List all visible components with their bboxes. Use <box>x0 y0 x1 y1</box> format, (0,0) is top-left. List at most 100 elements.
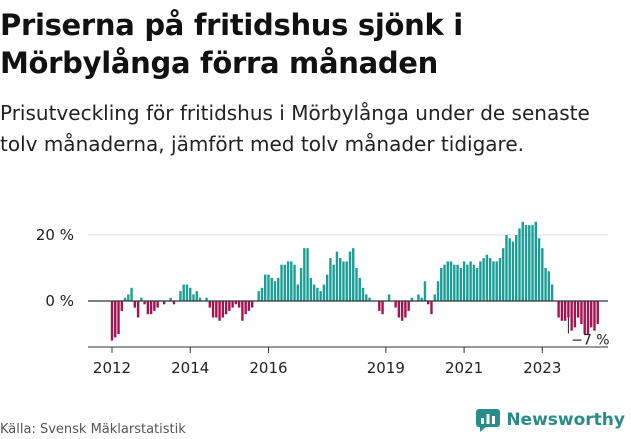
bar <box>162 301 166 305</box>
bar <box>547 271 551 301</box>
bar <box>358 277 361 301</box>
bar <box>189 287 192 301</box>
bar <box>557 301 560 318</box>
x-tick-label: 2023 <box>523 359 561 377</box>
bar <box>436 281 440 301</box>
bar <box>502 248 505 301</box>
bar <box>443 264 446 301</box>
bar <box>299 268 303 301</box>
newsworthy-logo: Newsworthy <box>475 408 625 432</box>
bar <box>361 287 365 301</box>
bar <box>404 301 407 318</box>
bar <box>475 268 479 301</box>
x-tick-label: 2016 <box>249 359 287 377</box>
bar <box>286 261 290 301</box>
bar <box>466 264 469 301</box>
bar <box>515 235 518 301</box>
bar <box>335 251 339 301</box>
bar <box>355 268 358 301</box>
bar <box>146 301 150 315</box>
bar <box>352 248 355 301</box>
bar <box>127 294 130 301</box>
bar <box>185 284 189 301</box>
bar <box>505 235 508 301</box>
bar <box>211 301 215 318</box>
bar <box>332 264 335 301</box>
bar <box>136 301 140 318</box>
bar <box>459 268 463 301</box>
bar <box>260 287 264 301</box>
bar <box>479 261 482 301</box>
bar <box>488 258 492 301</box>
bar <box>325 274 329 301</box>
bar <box>303 248 306 301</box>
bar <box>440 268 443 301</box>
y-tick-label: 0 % <box>45 292 74 310</box>
bar <box>342 261 345 301</box>
bar <box>172 301 176 305</box>
x-tick-label: 2014 <box>171 359 209 377</box>
bar <box>368 297 371 301</box>
bar <box>277 277 280 301</box>
bar <box>583 301 586 334</box>
bar <box>169 297 172 301</box>
bar <box>586 301 590 334</box>
bar <box>492 261 495 301</box>
bar <box>593 301 596 331</box>
bar <box>365 294 368 301</box>
bar <box>228 301 231 311</box>
bar <box>560 301 564 321</box>
bar <box>410 297 414 301</box>
x-tick-label: 2012 <box>93 359 131 377</box>
bar <box>306 248 309 301</box>
bar <box>472 264 476 301</box>
bar <box>208 301 211 308</box>
bar <box>224 301 228 315</box>
bar <box>290 261 293 301</box>
bar <box>241 301 244 321</box>
bar <box>130 287 133 301</box>
bar <box>293 264 296 301</box>
bar <box>140 297 143 301</box>
bar <box>573 301 577 328</box>
price-change-bar-chart: 0 % 20 % 2012 2014 2016 2019 2021 2023 −7 % <box>36 221 610 377</box>
bar <box>179 291 182 301</box>
bar <box>541 248 544 301</box>
source-note: Källa: Svensk Mäklarstatistik <box>0 422 186 437</box>
bar <box>273 281 277 301</box>
bar <box>234 301 238 305</box>
bar <box>531 225 534 301</box>
y-tick-label: 20 % <box>36 226 74 244</box>
bar <box>247 301 251 311</box>
bar <box>257 291 260 301</box>
bar <box>264 274 267 301</box>
bar <box>534 221 537 301</box>
bar <box>133 301 137 308</box>
bar <box>312 284 316 301</box>
bar <box>339 258 342 301</box>
bar <box>485 254 489 301</box>
bar <box>381 301 384 315</box>
bar <box>498 258 502 301</box>
bar <box>446 261 449 301</box>
last-value-annotation: −7 % <box>571 333 609 349</box>
bar <box>329 258 332 301</box>
bar <box>417 294 420 301</box>
bar <box>309 277 313 301</box>
bar <box>117 301 120 334</box>
bar <box>570 301 573 331</box>
bar <box>120 301 123 311</box>
bar <box>322 284 326 301</box>
bar <box>590 301 593 328</box>
bar <box>143 301 146 305</box>
bar <box>195 291 198 301</box>
bar <box>192 294 195 301</box>
chart-subtitle: Prisutveckling för fritidshus i Mörbylån… <box>0 101 590 156</box>
bar <box>524 225 528 301</box>
bar <box>316 287 319 301</box>
x-tick-label: 2021 <box>445 359 483 377</box>
bar <box>407 301 410 311</box>
bar <box>156 301 159 308</box>
bar <box>482 258 485 301</box>
bar <box>267 274 270 301</box>
